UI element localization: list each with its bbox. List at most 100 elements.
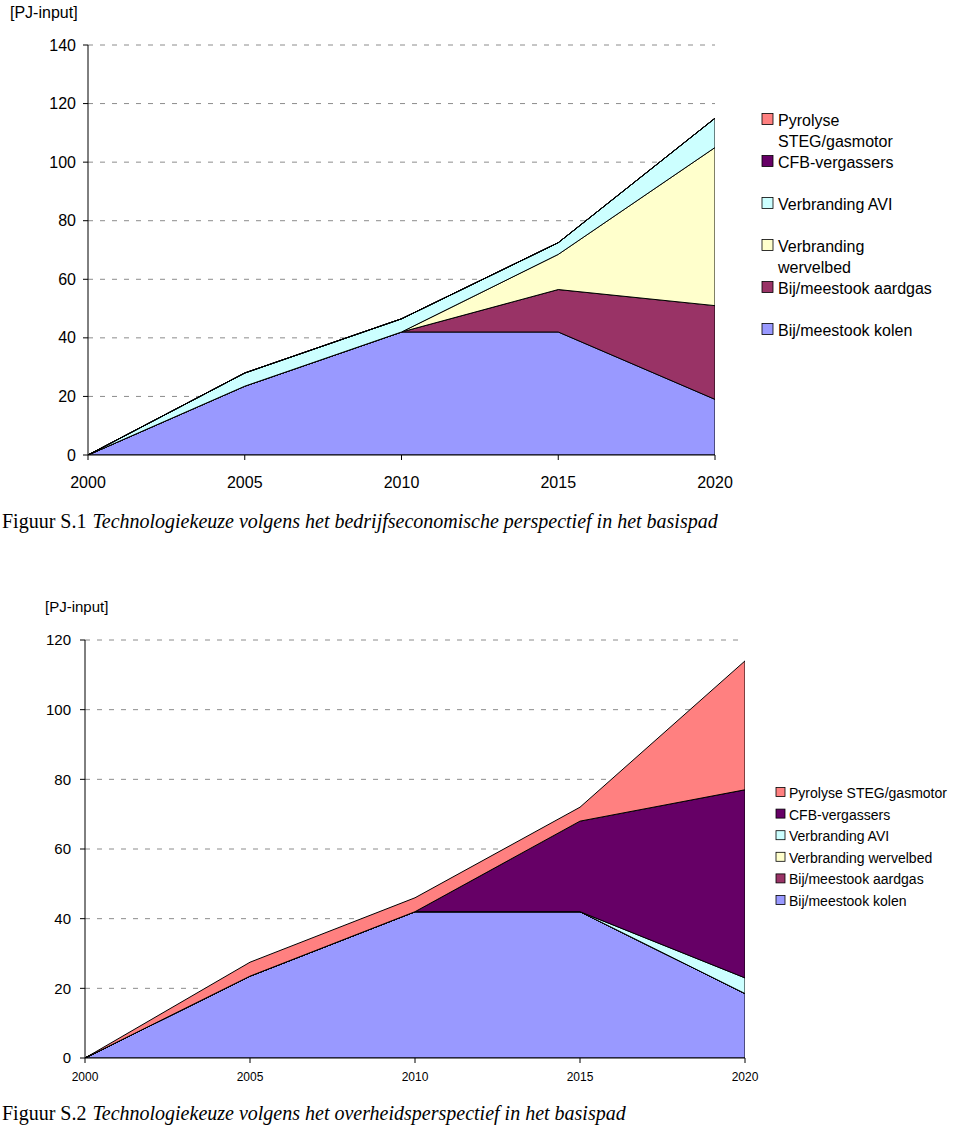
y-tick-label: 100 — [46, 701, 71, 718]
area — [88, 118, 715, 455]
y-tick-label: 120 — [46, 631, 71, 648]
legend-label: Bij/meestook kolen — [789, 893, 907, 909]
area — [88, 290, 715, 455]
y-tick — [83, 220, 88, 221]
legend-swatch — [762, 240, 773, 251]
x-tick-label: 2015 — [567, 1070, 594, 1084]
y-axis-label: [PJ-input] — [45, 598, 108, 615]
x-tick — [558, 455, 559, 460]
x-tick — [401, 455, 402, 460]
grid-line — [88, 103, 715, 104]
y-tick — [80, 640, 85, 641]
chart: 02040608010012020002005201020152020[PJ-i… — [2, 598, 947, 1125]
legend-line: Bij/meestook kolen — [778, 322, 912, 339]
y-tick-label: 0 — [67, 447, 76, 464]
legend-label: Verbranding AVI — [778, 196, 892, 213]
y-tick — [80, 918, 85, 919]
x-tick-label: 2005 — [227, 474, 263, 491]
legend-line: Bij/meestook kolen — [789, 893, 907, 909]
legend-line: STEG/gasmotor — [778, 133, 893, 150]
x-tick-label: 2010 — [402, 1070, 429, 1084]
y-tick — [83, 455, 88, 456]
legend-swatch — [776, 874, 785, 883]
y-tick-label: 40 — [54, 910, 71, 927]
y-tick — [80, 1058, 85, 1059]
legend-label: Bij/meestook aardgas — [789, 871, 924, 887]
x-tick — [244, 455, 245, 460]
area — [88, 118, 715, 455]
title: Technologiekeuze volgens het overheidspe… — [92, 1102, 626, 1125]
legend-label: Pyrolyse STEG/gasmotor — [789, 785, 947, 801]
y-tick-label: 0 — [63, 1049, 71, 1066]
legend-swatch — [762, 156, 773, 167]
grid-line — [85, 640, 745, 641]
x-tick — [415, 1058, 416, 1063]
legend-label: Verbranding AVI — [789, 828, 889, 844]
x-tick — [250, 1058, 251, 1063]
legend-line: wervelbed — [777, 259, 851, 276]
y-tick — [80, 709, 85, 710]
legend-swatch — [762, 324, 773, 335]
y-tick — [83, 279, 88, 280]
legend-line: Bij/meestook aardgas — [789, 871, 924, 887]
y-tick-label: 60 — [58, 271, 76, 288]
caption: Figuur S.2 Technologiekeuze volgens het o… — [2, 1102, 627, 1125]
y-tick — [83, 337, 88, 338]
caption: Figuur S.1 Technologiekeuze volgens het b… — [2, 510, 719, 533]
x-tick — [85, 1058, 86, 1063]
legend-label: Bij/meestook aardgas — [778, 280, 932, 297]
x-tick-label: 2010 — [384, 474, 420, 491]
legend-swatch — [762, 198, 773, 209]
legend-label: Pyrolyse STEG/gasmotor — [778, 112, 893, 150]
figure-label: Figuur S.1 — [2, 510, 86, 533]
y-tick-label: 80 — [54, 771, 71, 788]
y-tick — [83, 396, 88, 397]
legend-label: Verbranding wervelbed — [777, 238, 864, 276]
legend-label: CFB-vergassers — [789, 807, 890, 823]
area — [85, 661, 745, 1058]
legend-line: CFB-vergassers — [789, 807, 890, 823]
y-tick-label: 40 — [58, 329, 76, 346]
areas — [88, 118, 715, 455]
legend-swatch — [776, 809, 785, 818]
legend-swatch — [762, 114, 773, 125]
legend-line: Bij/meestook aardgas — [778, 280, 932, 297]
grid-line — [85, 709, 745, 710]
y-tick — [80, 779, 85, 780]
legend-swatch — [776, 788, 785, 797]
y-tick — [83, 103, 88, 104]
legend-line: CFB-vergassers — [778, 154, 894, 171]
grid-line — [88, 162, 715, 163]
x-tick — [580, 1058, 581, 1063]
areas — [85, 661, 745, 1058]
x-tick-label: 2000 — [72, 1070, 99, 1084]
y-axis — [88, 45, 89, 455]
legend-line: Pyrolyse STEG/gasmotor — [789, 785, 947, 801]
x-tick-label: 2005 — [237, 1070, 264, 1084]
y-tick — [80, 849, 85, 850]
figure-label: Figuur S.2 — [2, 1102, 86, 1125]
legend-swatch — [776, 852, 785, 861]
legend-line: Verbranding — [778, 238, 864, 255]
x-tick-label: 2000 — [70, 474, 106, 491]
page: 02040608010012014020002005201020152020[P… — [0, 0, 960, 1127]
area — [85, 790, 745, 1058]
legend-swatch — [762, 282, 773, 293]
grid-line — [88, 45, 715, 46]
y-tick — [83, 45, 88, 46]
x-tick-label: 2020 — [732, 1070, 759, 1084]
chart: 02040608010012014020002005201020152020[P… — [2, 4, 932, 533]
area — [88, 118, 715, 455]
legend-line: Pyrolyse — [778, 112, 839, 129]
legend-line: Verbranding AVI — [789, 828, 889, 844]
y-tick-label: 140 — [49, 37, 76, 54]
x-tick — [715, 455, 716, 460]
y-tick — [80, 988, 85, 989]
legend-label: Verbranding wervelbed — [789, 850, 932, 866]
title: Technologiekeuze volgens het bedrijfseco… — [92, 510, 718, 533]
y-tick-label: 80 — [58, 212, 76, 229]
x-tick — [88, 455, 89, 460]
legend-swatch — [776, 831, 785, 840]
legend-swatch — [776, 896, 785, 905]
legend-label: Bij/meestook kolen — [778, 322, 912, 339]
